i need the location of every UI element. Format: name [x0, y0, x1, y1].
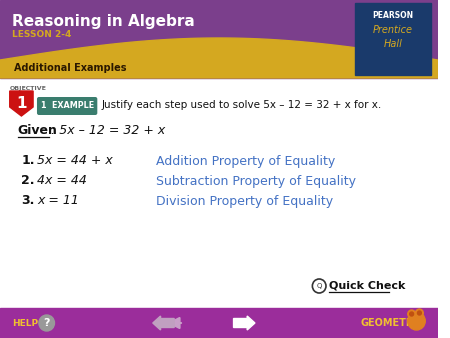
Text: PEARSON: PEARSON	[373, 11, 414, 20]
Text: 2.: 2.	[22, 174, 35, 188]
Text: 1: 1	[16, 97, 27, 112]
Text: : 5x – 12 = 32 + x: : 5x – 12 = 32 + x	[50, 124, 165, 138]
Polygon shape	[0, 38, 438, 78]
Text: GEOMETRY: GEOMETRY	[360, 318, 420, 328]
Text: 1  EXAMPLE: 1 EXAMPLE	[40, 101, 94, 111]
FancyBboxPatch shape	[37, 97, 97, 115]
Circle shape	[39, 315, 54, 331]
Circle shape	[410, 312, 414, 316]
Bar	[0, 308, 438, 338]
Text: Reasoning in Algebra: Reasoning in Algebra	[12, 14, 194, 29]
Text: OBJECTIVE: OBJECTIVE	[10, 86, 47, 91]
Text: Subtraction Property of Equality: Subtraction Property of Equality	[156, 174, 356, 188]
Text: Division Property of Equality: Division Property of Equality	[156, 194, 333, 208]
Circle shape	[418, 311, 421, 315]
Text: LESSON 2-4: LESSON 2-4	[12, 30, 71, 39]
FancyArrow shape	[234, 316, 255, 330]
Circle shape	[408, 312, 425, 330]
Text: Quick Check: Quick Check	[329, 281, 405, 291]
Text: Q: Q	[316, 283, 322, 289]
Bar	[0, 0, 438, 78]
Text: 4x = 44: 4x = 44	[37, 174, 87, 188]
Circle shape	[415, 309, 423, 317]
Text: 5x = 44 + x: 5x = 44 + x	[37, 154, 113, 168]
Text: Hall: Hall	[384, 39, 403, 49]
Text: 3.: 3.	[22, 194, 35, 208]
Text: Given: Given	[18, 124, 58, 138]
Text: HELP: HELP	[12, 318, 38, 328]
Text: x = 11: x = 11	[37, 194, 79, 208]
Text: Justify each step used to solve 5x – 12 = 32 + x for x.: Justify each step used to solve 5x – 12 …	[101, 100, 382, 110]
Text: ?: ?	[44, 318, 50, 328]
Text: Addition Property of Equality: Addition Property of Equality	[156, 154, 335, 168]
Polygon shape	[10, 91, 33, 116]
FancyArrow shape	[153, 316, 174, 330]
Circle shape	[408, 310, 415, 318]
Text: Prentice: Prentice	[373, 25, 413, 35]
Text: 1.: 1.	[22, 154, 35, 168]
Text: Additional Examples: Additional Examples	[14, 63, 126, 73]
Bar	[355, 3, 431, 75]
